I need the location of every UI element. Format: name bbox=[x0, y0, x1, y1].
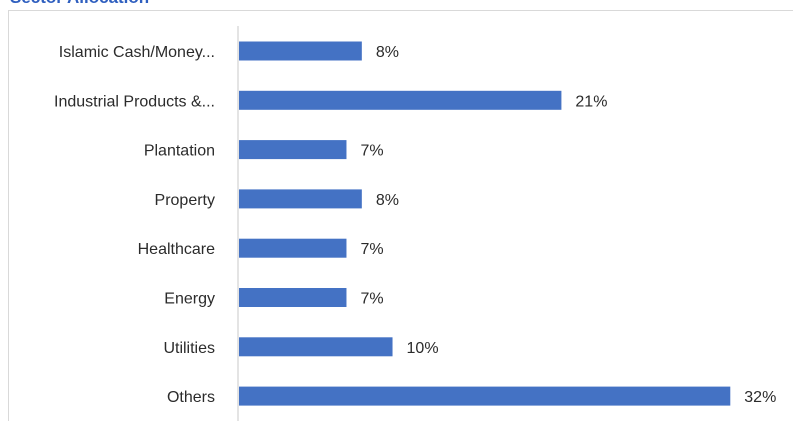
bar bbox=[239, 387, 730, 406]
category-label: Islamic Cash/Money... bbox=[59, 44, 215, 61]
bar bbox=[239, 288, 346, 307]
value-label: 10% bbox=[407, 340, 439, 357]
category-label: Utilities bbox=[163, 340, 215, 357]
bar bbox=[239, 91, 561, 110]
bar bbox=[239, 337, 393, 356]
bar bbox=[239, 42, 362, 61]
value-label: 7% bbox=[360, 241, 383, 258]
category-label: Property bbox=[155, 192, 215, 209]
bar bbox=[239, 140, 346, 159]
value-label: 8% bbox=[376, 44, 399, 61]
category-label: Energy bbox=[164, 291, 215, 308]
category-label: Plantation bbox=[144, 143, 215, 160]
bar bbox=[239, 239, 346, 258]
value-label: 21% bbox=[575, 93, 607, 110]
value-label: 8% bbox=[376, 192, 399, 209]
bar bbox=[239, 189, 362, 208]
value-label: 32% bbox=[744, 389, 776, 406]
category-label: Others bbox=[167, 389, 215, 406]
category-label: Healthcare bbox=[138, 241, 215, 258]
value-label: 7% bbox=[360, 291, 383, 308]
category-label: Industrial Products &... bbox=[54, 93, 215, 110]
value-label: 7% bbox=[360, 143, 383, 160]
